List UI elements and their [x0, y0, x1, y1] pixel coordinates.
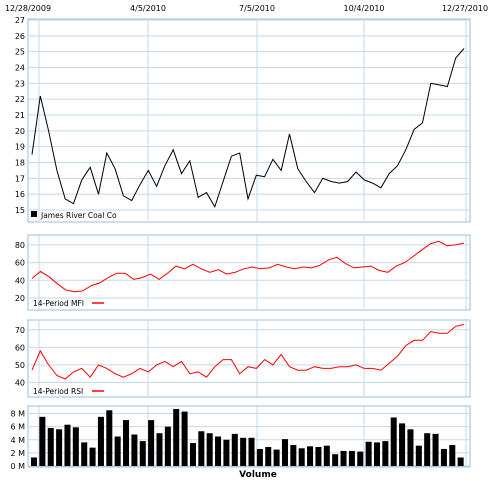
rsi-ytick-label: 50 — [15, 361, 25, 370]
volume-bar — [281, 439, 288, 466]
volume-bar — [31, 457, 38, 466]
volume-bar — [106, 410, 113, 466]
volume-bar — [265, 446, 272, 466]
price-ytick-label: 24 — [15, 64, 25, 73]
price-legend-label: James River Coal Co — [40, 211, 117, 220]
price-legend-swatch — [31, 211, 37, 217]
volume-bar — [240, 437, 247, 466]
volume-bar — [206, 433, 213, 466]
volume-bar — [307, 446, 314, 466]
price-ytick-label: 26 — [15, 32, 25, 41]
mfi-legend: 14-Period MFI — [33, 299, 104, 308]
rsi-ytick-label: 70 — [15, 326, 25, 335]
volume-ytick-label: 6 M — [10, 423, 25, 432]
mfi-ytick-label: 60 — [15, 259, 25, 268]
mfi-ytick-label: 20 — [15, 294, 25, 303]
price-ytick-label: 18 — [15, 159, 25, 168]
volume-bar — [39, 416, 46, 466]
volume-bar — [47, 427, 54, 466]
volume-bar — [407, 429, 414, 466]
date-label: 4/5/2010 — [130, 4, 166, 13]
volume-bar — [131, 434, 138, 466]
price-panel-frame — [27, 18, 471, 223]
rsi-ytick-label: 40 — [15, 378, 25, 387]
date-label: 7/5/2010 — [239, 4, 275, 13]
volume-bar — [181, 411, 188, 466]
volume-bar — [357, 451, 364, 466]
volume-bar — [215, 436, 222, 466]
volume-bar — [231, 433, 238, 466]
volume-bar — [373, 442, 381, 466]
volume-bar — [457, 457, 464, 466]
volume-bar — [399, 423, 406, 466]
mfi-legend-label: 14-Period MFI — [33, 299, 84, 308]
volume-bar — [97, 416, 104, 466]
volume-label: Volume — [239, 470, 277, 480]
rsi-ytick-label: 60 — [15, 343, 25, 352]
volume-bar — [72, 427, 79, 466]
mfi-ytick-label: 40 — [15, 276, 25, 285]
volume-bar — [189, 443, 196, 466]
volume-bar — [81, 442, 88, 466]
volume-bar — [415, 445, 422, 466]
volume-bar — [323, 445, 330, 466]
mfi-panel-frame — [27, 234, 471, 311]
volume-bar — [432, 433, 439, 466]
volume-bar — [156, 433, 163, 466]
volume-ytick-label: 0 M — [10, 462, 25, 471]
volume-bar — [148, 420, 155, 466]
volume-bar — [164, 426, 171, 466]
volume-bar — [223, 439, 230, 466]
volume-ytick-label: 2 M — [10, 449, 25, 458]
volume-bar — [440, 448, 447, 466]
rsi-series-line — [31, 324, 465, 380]
volume-bar — [114, 436, 121, 466]
volume-bar — [390, 417, 397, 466]
price-ytick-label: 25 — [15, 48, 25, 57]
volume-bar — [248, 437, 255, 466]
volume-bar — [123, 420, 130, 466]
volume-ytick-label: 8 M — [10, 410, 25, 419]
date-label: 12/28/2009 — [5, 4, 51, 13]
volume-bar — [89, 447, 96, 466]
volume-bar — [290, 445, 297, 466]
volume-bar — [173, 408, 180, 466]
volume-bar — [273, 449, 280, 466]
volume-ytick-label: 4 M — [10, 436, 25, 445]
price-ytick-label: 23 — [15, 79, 25, 88]
price-ytick-label: 16 — [15, 190, 25, 199]
price-ytick-label: 19 — [15, 143, 25, 152]
price-series-line — [31, 48, 465, 209]
date-axis: 12/28/2009 4/5/2010 7/5/2010 10/4/2010 1… — [5, 4, 488, 13]
rsi-panel-frame — [27, 319, 471, 398]
volume-bar — [56, 429, 63, 466]
volume-bar — [348, 450, 355, 466]
volume-bar — [332, 454, 339, 466]
volume-bar — [365, 441, 372, 466]
volume-bar — [139, 441, 146, 466]
price-ytick-label: 21 — [15, 111, 25, 120]
price-ytick-label: 22 — [15, 95, 25, 104]
price-legend: James River Coal Co — [31, 211, 117, 220]
volume-bar — [256, 448, 263, 466]
volume-bar — [382, 441, 389, 466]
volume-bar — [315, 446, 322, 466]
rsi-legend: 14-Period RSI — [33, 387, 104, 396]
date-label: 12/27/2010 — [442, 4, 488, 13]
volume-bar — [198, 431, 205, 466]
rsi-legend-label: 14-Period RSI — [33, 387, 83, 396]
volume-bar — [449, 445, 456, 466]
price-ytick-label: 17 — [15, 174, 25, 183]
volume-bar — [340, 450, 347, 466]
price-ytick-label: 20 — [15, 127, 25, 136]
mfi-ytick-label: 80 — [15, 241, 25, 250]
mfi-series-line — [31, 240, 465, 293]
price-ytick-label: 15 — [15, 206, 25, 215]
date-label: 10/4/2010 — [343, 4, 384, 13]
price-ytick-label: 27 — [15, 16, 25, 25]
volume-bar — [64, 424, 71, 466]
volume-bar — [298, 448, 305, 466]
volume-bar — [424, 433, 431, 466]
